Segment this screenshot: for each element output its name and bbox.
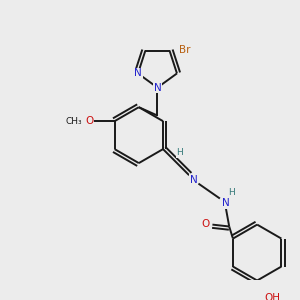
Text: N: N: [190, 175, 198, 185]
Text: OH: OH: [264, 293, 280, 300]
Text: O: O: [202, 219, 210, 229]
Text: O: O: [85, 116, 94, 126]
Text: CH₃: CH₃: [65, 117, 82, 126]
Text: H: H: [176, 148, 183, 157]
Text: Br: Br: [179, 45, 190, 55]
Text: N: N: [154, 82, 161, 93]
Text: N: N: [222, 198, 229, 208]
Text: H: H: [228, 188, 234, 197]
Text: N: N: [134, 68, 142, 78]
